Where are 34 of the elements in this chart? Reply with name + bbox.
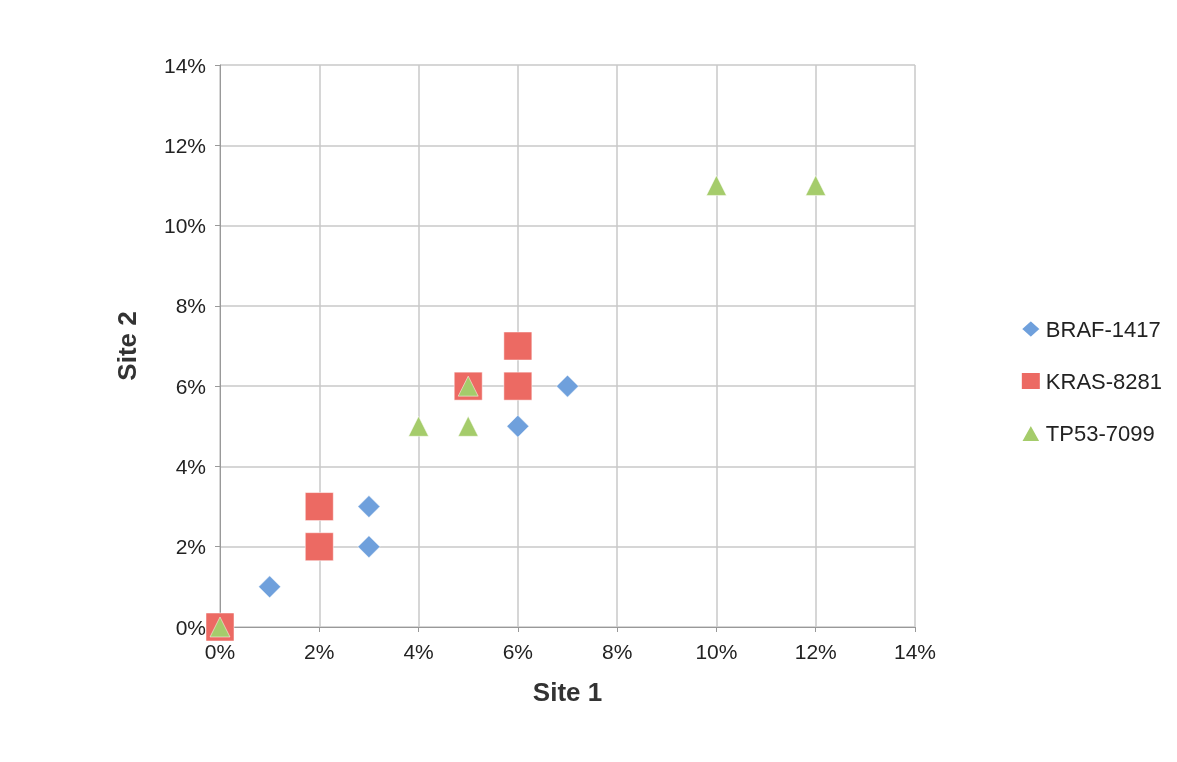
point xyxy=(503,331,533,361)
y-tick-label: 8% xyxy=(175,294,206,318)
x-tick-label: 10% xyxy=(695,640,738,663)
x-tick-label: 6% xyxy=(502,640,534,663)
x-tick-label: 0% xyxy=(204,640,236,663)
legend-label: KRAS-8281 xyxy=(1045,368,1163,394)
point xyxy=(357,495,381,518)
point xyxy=(503,371,533,401)
y-tick-label: 0% xyxy=(175,615,206,639)
x-axis-title: Site 1 xyxy=(532,677,603,707)
point xyxy=(357,535,381,558)
legend-label: TP53-7099 xyxy=(1045,420,1155,446)
y-axis-title: Site 2 xyxy=(112,311,142,381)
point xyxy=(556,374,579,398)
point xyxy=(506,415,530,438)
point xyxy=(305,492,334,521)
point xyxy=(457,416,479,437)
y-tick-label: 2% xyxy=(175,535,206,559)
y-tick-label: 12% xyxy=(163,133,206,157)
point xyxy=(805,175,826,196)
y-tick-label: 14% xyxy=(163,53,206,77)
x-tick-label: 12% xyxy=(794,640,837,663)
x-tick-label: 14% xyxy=(893,640,937,663)
x-tick-label: 2% xyxy=(304,640,335,663)
point xyxy=(408,416,429,437)
x-tick-label: 8% xyxy=(601,640,633,663)
y-tick-label: 4% xyxy=(175,454,206,478)
legend-label: BRAF-1417 xyxy=(1045,316,1161,342)
y-tick-label: 6% xyxy=(175,374,206,398)
point xyxy=(305,532,334,561)
point xyxy=(258,575,281,599)
y-tick-label: 10% xyxy=(163,214,206,238)
x-tick-label: 4% xyxy=(403,640,434,663)
point xyxy=(706,175,727,196)
